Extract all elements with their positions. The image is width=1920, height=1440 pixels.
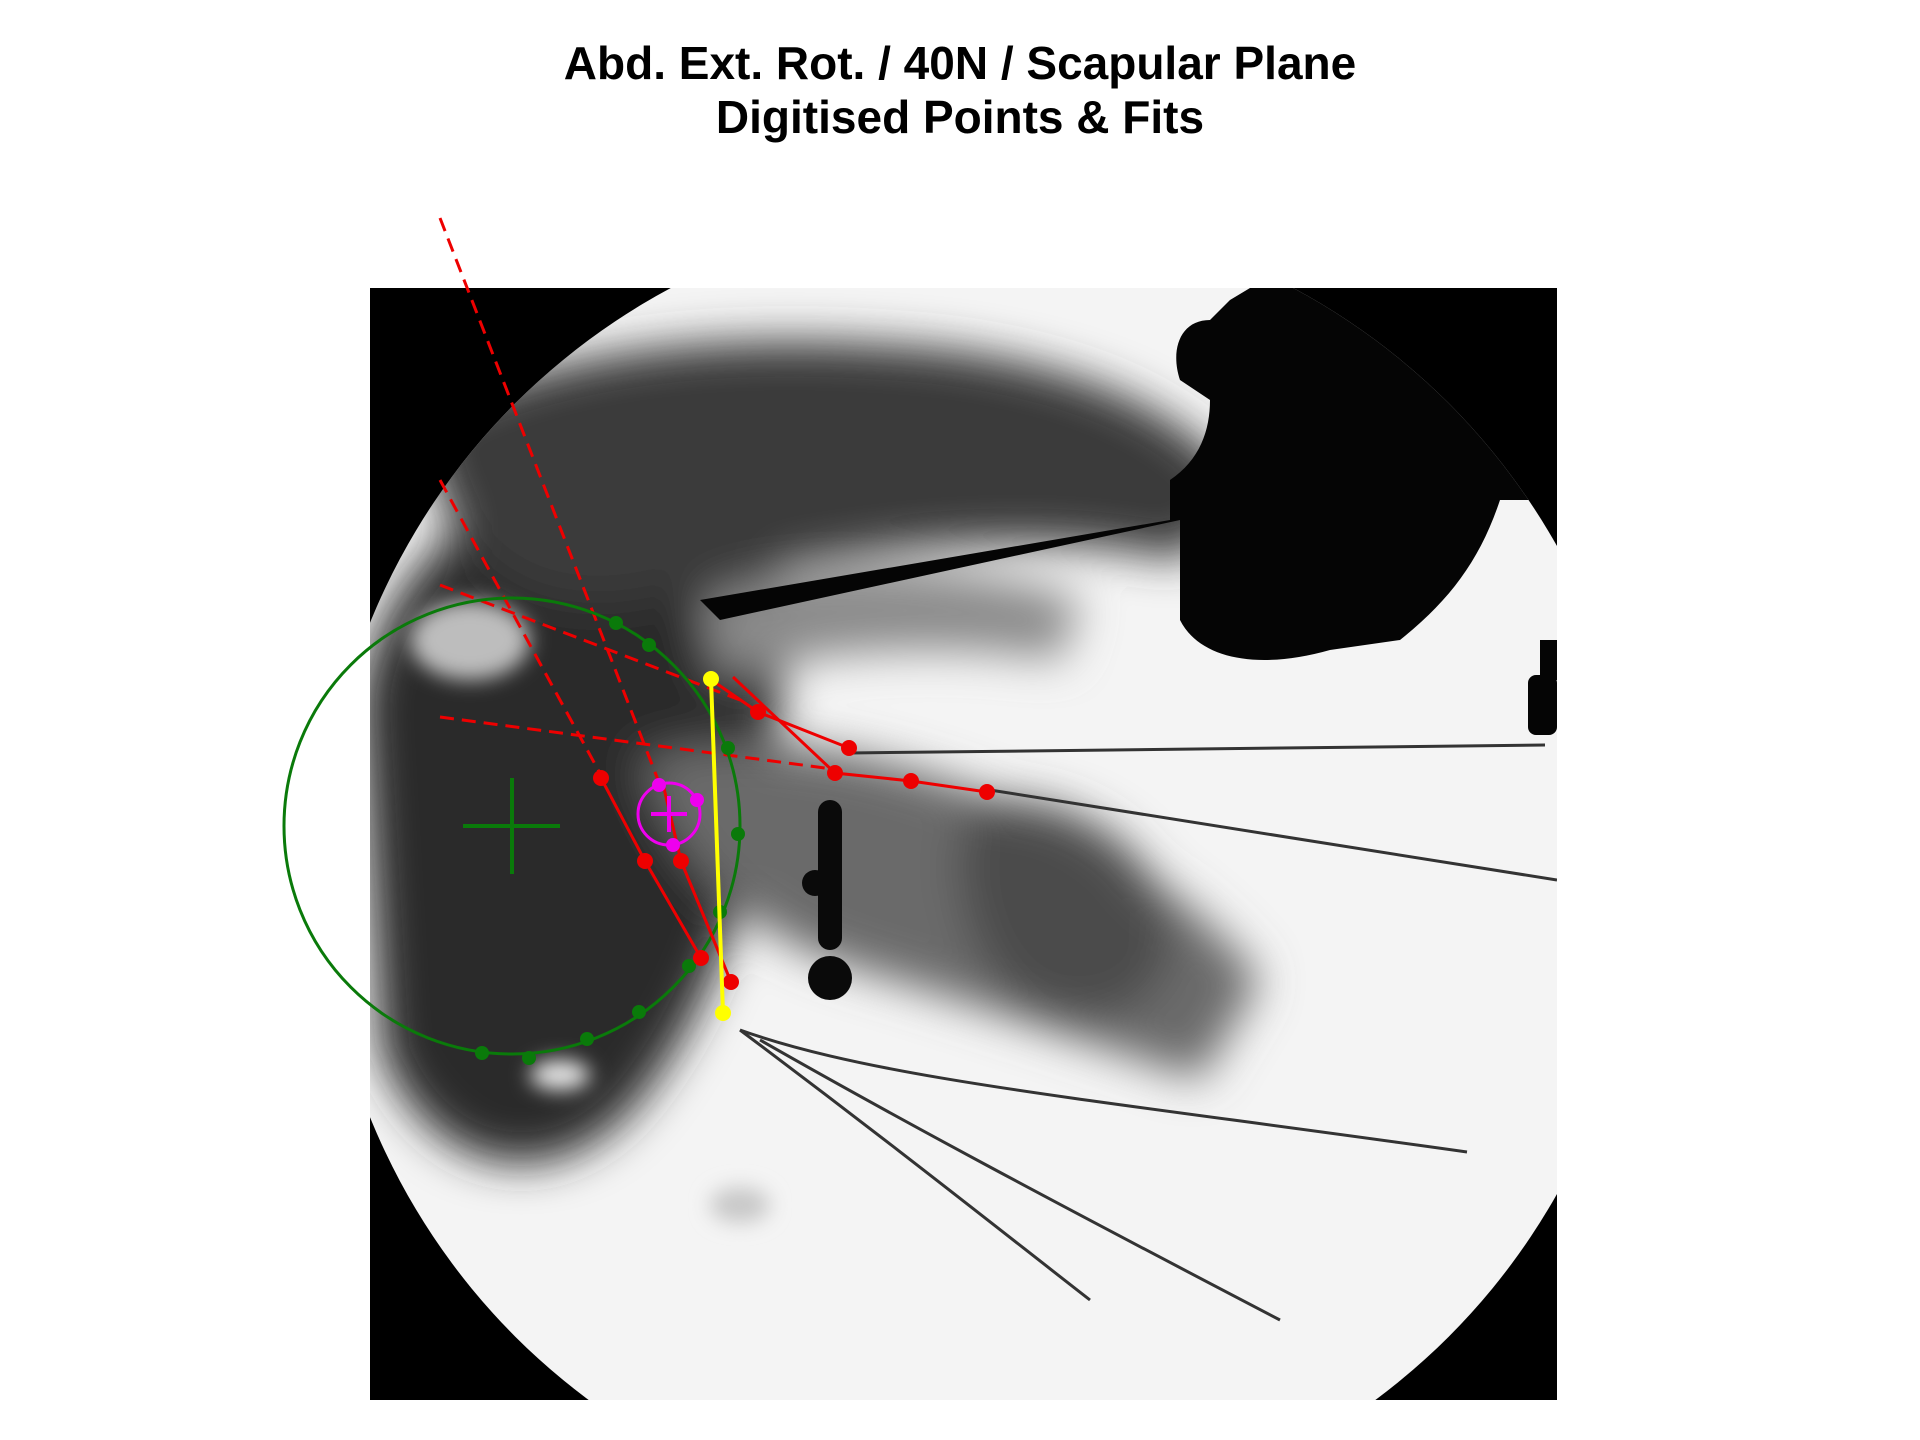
magenta-point: [666, 838, 680, 852]
humeral-head-circle: [282, 596, 742, 1056]
xray-wires: [739, 743, 1557, 1322]
figure-title: Abd. Ext. Rot. / 40N / Scapular Plane Di…: [0, 36, 1920, 144]
red-point: [903, 773, 919, 789]
humeral-point: [721, 741, 735, 755]
magenta-point: [652, 778, 666, 792]
red-point: [827, 765, 843, 781]
xray-field-of-view: [370, 288, 1557, 1400]
humeral-point: [522, 1051, 536, 1065]
extension-lines: [438, 217, 841, 789]
humeral-head-points: [475, 616, 745, 1065]
xray-bright-patches: [410, 600, 770, 1223]
red-point: [673, 853, 689, 869]
red-point: [841, 740, 857, 756]
glenoid-center-points: [652, 778, 704, 852]
red-point: [979, 784, 995, 800]
humeral-point: [580, 1032, 594, 1046]
figure-title-line1: Abd. Ext. Rot. / 40N / Scapular Plane: [563, 37, 1357, 89]
glenoid-axis-line: [709, 678, 725, 1014]
extension-line-3: [439, 583, 741, 702]
figure-title-line2: Digitised Points & Fits: [715, 91, 1205, 143]
magenta-point: [690, 793, 704, 807]
humeral-point: [475, 1046, 489, 1060]
extension-line-4: [439, 715, 841, 772]
humeral-point: [731, 827, 745, 841]
xray-implant: [802, 800, 852, 1000]
humeral-point: [642, 638, 656, 652]
xray-instrument: [700, 288, 1557, 735]
humeral-point: [609, 616, 623, 630]
red-point: [750, 704, 766, 720]
red-point: [693, 950, 709, 966]
humeral-head-fit: [282, 596, 742, 1056]
digitised-red-points: [593, 704, 995, 990]
glenoid-axis: [703, 671, 731, 1021]
red-polyline-lower: [731, 675, 988, 794]
humeral-point: [632, 1005, 646, 1019]
extension-line-1: [438, 217, 662, 786]
glenoid-axis-bottom-point: [715, 1005, 731, 1021]
red-point: [593, 770, 609, 786]
red-point: [723, 974, 739, 990]
xray-image: [370, 288, 1557, 1400]
humeral-point: [682, 959, 696, 973]
glenoid-axis-top-point: [703, 671, 719, 687]
red-point: [637, 853, 653, 869]
